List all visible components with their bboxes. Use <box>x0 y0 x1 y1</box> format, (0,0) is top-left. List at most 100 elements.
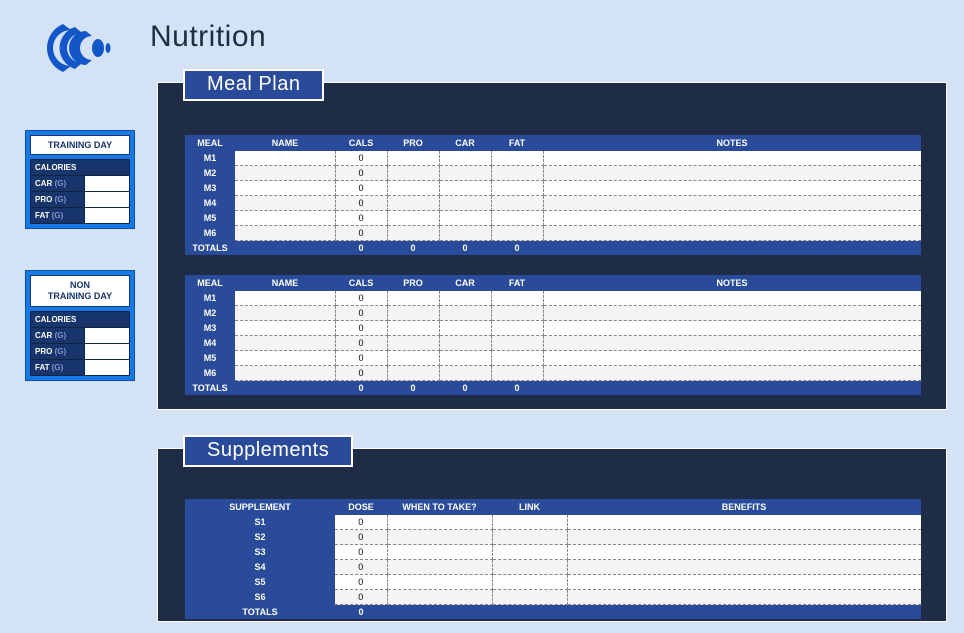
cell[interactable]: 0 <box>335 336 387 351</box>
cell[interactable] <box>567 590 921 605</box>
cell[interactable] <box>439 226 491 241</box>
cell[interactable] <box>235 211 335 226</box>
cell[interactable]: 0 <box>335 306 387 321</box>
cell[interactable] <box>491 366 543 381</box>
cell[interactable] <box>387 545 492 560</box>
cell[interactable] <box>387 351 439 366</box>
cell[interactable] <box>491 291 543 306</box>
cell[interactable] <box>491 321 543 336</box>
cell[interactable] <box>439 166 491 181</box>
cell[interactable] <box>543 226 921 241</box>
cell[interactable] <box>491 196 543 211</box>
cell[interactable] <box>235 226 335 241</box>
cell[interactable]: 0 <box>335 515 387 530</box>
cell[interactable] <box>543 291 921 306</box>
cell[interactable] <box>543 166 921 181</box>
cell[interactable] <box>235 291 335 306</box>
cell[interactable] <box>439 366 491 381</box>
cell[interactable] <box>387 151 439 166</box>
row-id: M3 <box>185 321 235 336</box>
cell[interactable] <box>492 545 567 560</box>
cell[interactable] <box>387 560 492 575</box>
cell[interactable] <box>491 151 543 166</box>
cell[interactable] <box>439 211 491 226</box>
cell[interactable] <box>491 336 543 351</box>
cell[interactable]: 0 <box>335 151 387 166</box>
cell[interactable] <box>235 366 335 381</box>
cell[interactable] <box>235 151 335 166</box>
cell[interactable] <box>567 575 921 590</box>
cell[interactable] <box>439 196 491 211</box>
cell[interactable]: 0 <box>335 166 387 181</box>
cell[interactable] <box>387 321 439 336</box>
cell[interactable]: 0 <box>335 291 387 306</box>
cell[interactable] <box>235 336 335 351</box>
cell[interactable] <box>491 211 543 226</box>
cell[interactable] <box>439 321 491 336</box>
cell[interactable] <box>387 291 439 306</box>
cell[interactable] <box>235 181 335 196</box>
cell[interactable] <box>439 181 491 196</box>
cell[interactable]: 0 <box>335 181 387 196</box>
cell[interactable] <box>235 166 335 181</box>
cell[interactable] <box>543 321 921 336</box>
cell[interactable]: 0 <box>335 560 387 575</box>
cell[interactable] <box>235 306 335 321</box>
cell[interactable] <box>387 366 439 381</box>
cell[interactable] <box>235 351 335 366</box>
cell[interactable] <box>439 151 491 166</box>
cell[interactable] <box>387 181 439 196</box>
cell[interactable] <box>543 151 921 166</box>
cell[interactable] <box>492 515 567 530</box>
cell[interactable] <box>543 366 921 381</box>
cell[interactable] <box>387 166 439 181</box>
cell[interactable] <box>387 196 439 211</box>
row-id: S4 <box>185 560 335 575</box>
cell[interactable] <box>491 226 543 241</box>
cell[interactable] <box>543 211 921 226</box>
cell[interactable] <box>492 575 567 590</box>
cell[interactable] <box>439 306 491 321</box>
cell[interactable]: 0 <box>335 351 387 366</box>
cell[interactable] <box>492 590 567 605</box>
cell[interactable] <box>491 181 543 196</box>
cell[interactable] <box>567 530 921 545</box>
cell[interactable] <box>543 351 921 366</box>
cell[interactable] <box>235 321 335 336</box>
cell[interactable] <box>387 211 439 226</box>
cell[interactable]: 0 <box>335 530 387 545</box>
cell[interactable] <box>387 530 492 545</box>
cell[interactable] <box>235 196 335 211</box>
cell[interactable] <box>543 196 921 211</box>
cell[interactable]: 0 <box>335 590 387 605</box>
cell[interactable] <box>492 560 567 575</box>
cell[interactable] <box>387 515 492 530</box>
column-header: CAR <box>439 135 491 151</box>
cell[interactable] <box>387 575 492 590</box>
cell[interactable] <box>492 530 567 545</box>
cell[interactable] <box>491 306 543 321</box>
cell[interactable] <box>387 306 439 321</box>
cell[interactable] <box>567 560 921 575</box>
cell[interactable]: 0 <box>335 545 387 560</box>
cell[interactable] <box>439 336 491 351</box>
cell[interactable] <box>567 545 921 560</box>
cell[interactable] <box>543 181 921 196</box>
cell[interactable]: 0 <box>335 196 387 211</box>
cell[interactable] <box>439 291 491 306</box>
cell[interactable] <box>567 515 921 530</box>
cell[interactable]: 0 <box>335 211 387 226</box>
cell[interactable] <box>491 351 543 366</box>
cell[interactable] <box>543 306 921 321</box>
cell[interactable] <box>387 336 439 351</box>
cell[interactable]: 0 <box>335 366 387 381</box>
cell[interactable]: 0 <box>335 575 387 590</box>
cell[interactable]: 0 <box>335 321 387 336</box>
cell[interactable] <box>543 336 921 351</box>
column-header: NOTES <box>543 135 921 151</box>
cell[interactable] <box>491 166 543 181</box>
cell[interactable] <box>439 351 491 366</box>
cell[interactable] <box>387 590 492 605</box>
cell[interactable]: 0 <box>335 226 387 241</box>
cell[interactable] <box>387 226 439 241</box>
